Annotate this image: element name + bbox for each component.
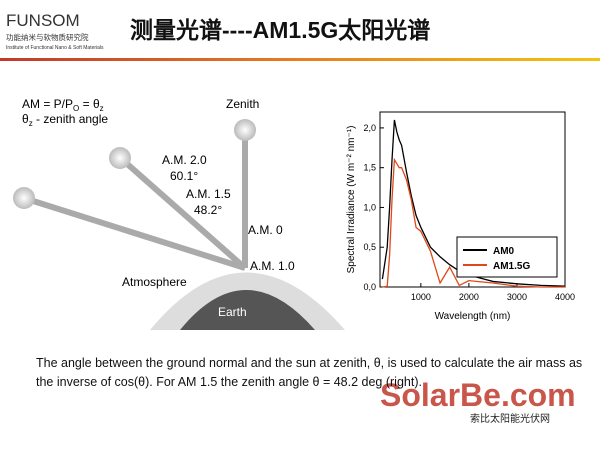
sun xyxy=(109,147,131,169)
formula-part: θ xyxy=(22,112,29,126)
angle-note: θz - zenith angle xyxy=(22,112,108,128)
series-line xyxy=(381,119,566,287)
label: Zenith xyxy=(226,97,259,111)
logo-cn: 功能纳米与软物质研究院 xyxy=(6,32,89,42)
title-rule xyxy=(0,58,600,61)
ray-am2 xyxy=(29,197,246,271)
logo: FUNSOM xyxy=(6,11,80,30)
series-line xyxy=(382,157,565,288)
earth xyxy=(180,290,315,330)
sun xyxy=(13,187,35,209)
plot-frame xyxy=(379,111,566,288)
y-tick-label: 0,0 xyxy=(363,282,376,292)
x-tick-label: 2000 xyxy=(459,292,479,302)
caption: The angle between the ground normal and … xyxy=(36,356,583,389)
slide-title: 测量光谱----AM1.5G太阳光谱 xyxy=(130,17,430,43)
subscript: z xyxy=(100,104,104,113)
label: A.M. 1.5 xyxy=(186,187,231,201)
y-tick-label: 2,0 xyxy=(363,123,376,133)
legend-label: AM1.5G xyxy=(493,261,530,272)
label: 48.2° xyxy=(194,203,222,217)
x-tick-label: 4000 xyxy=(555,292,575,302)
formula: AM = P/PO = θz xyxy=(22,97,104,113)
subscript: O xyxy=(73,104,79,113)
x-axis-label: Wavelength (nm) xyxy=(435,311,511,322)
label: A.M. 0 xyxy=(248,223,283,237)
x-tick-label: 3000 xyxy=(507,292,527,302)
formula-part: - zenith angle xyxy=(33,112,109,126)
sun xyxy=(234,119,256,141)
watermark: SolarBe.com xyxy=(380,377,576,413)
label: Atmosphere xyxy=(122,275,187,289)
label: Earth xyxy=(218,305,247,319)
formula-part: = θ xyxy=(79,97,100,111)
label: 60.1° xyxy=(170,169,198,183)
ray-am15 xyxy=(123,159,247,271)
label: A.M. 2.0 xyxy=(162,153,207,167)
y-tick-label: 1,5 xyxy=(363,163,376,173)
subscript: z xyxy=(29,119,33,128)
label: A.M. 1.0 xyxy=(250,259,295,273)
air-mass-diagram: AM = P/PO = θz θz - zenith angle Zenith … xyxy=(13,97,345,330)
x-tick-label: 1000 xyxy=(411,292,431,302)
y-tick-label: 0,5 xyxy=(363,242,376,252)
legend-label: AM0 xyxy=(493,246,515,257)
y-axis-label: Spectral Irradiance (W m⁻² nm⁻¹) xyxy=(346,126,357,274)
formula-part: AM = P/P xyxy=(22,97,73,111)
watermark-cn: 索比太阳能光伏网 xyxy=(470,412,550,425)
logo-en: Institute of Functional Nano & Soft Mate… xyxy=(6,45,104,51)
legend-box xyxy=(456,236,558,278)
y-tick-label: 1,0 xyxy=(363,202,376,212)
